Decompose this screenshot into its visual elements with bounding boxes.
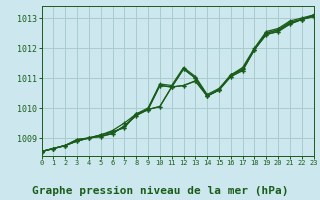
Text: Graphe pression niveau de la mer (hPa): Graphe pression niveau de la mer (hPa) xyxy=(32,186,288,196)
